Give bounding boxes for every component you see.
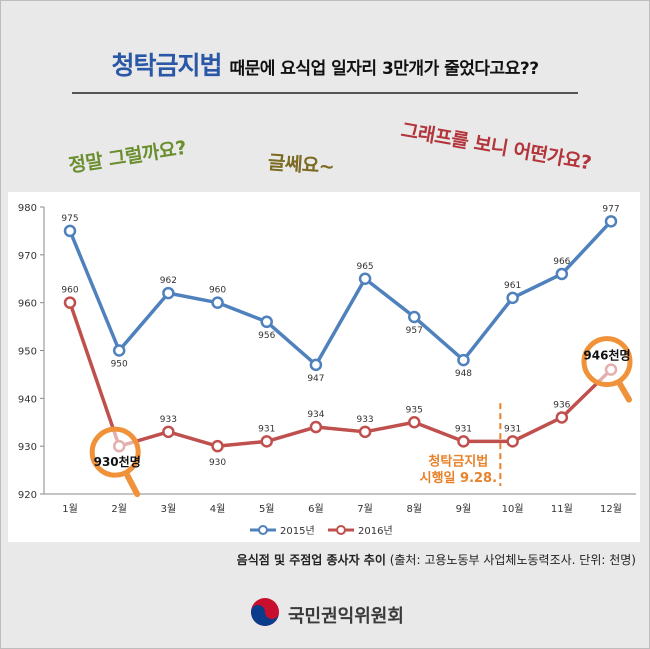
x-tick-label: 11월 [551, 503, 573, 515]
data-label: 977 [602, 204, 619, 214]
chart-source: 음식점 및 주점업 종사자 추이 (출처: 고용노동부 사업체노동력조사. 단위… [237, 551, 636, 568]
x-tick-label: 5월 [259, 503, 275, 515]
taegeuk-logo-icon [251, 598, 279, 626]
data-point [63, 224, 77, 238]
legend-marker [258, 525, 268, 535]
law-label-line2: 시행일 9.28. [420, 470, 497, 486]
title-underline [72, 92, 578, 94]
data-point [260, 435, 273, 448]
data-label: 935 [406, 405, 423, 415]
data-point [555, 267, 569, 281]
title-rest: 때문에 요식업 일자리 3만개가 줄었다고요?? [229, 59, 539, 79]
data-point [309, 358, 323, 372]
data-point [358, 425, 372, 439]
y-tick-label: 960 [18, 299, 37, 310]
source-detail: (출처: 고용노동부 사업체노동력조사. 단위: 천명) [389, 553, 636, 567]
data-point [358, 272, 372, 285]
line-chart: 920 930 940 950 960 970 980 1월 2월 3월 4월 5월 6월 7월 8월 9월 1… [18, 203, 636, 537]
y-tick-label: 970 [18, 251, 37, 262]
data-point [457, 435, 470, 448]
series-line-0 [68, 220, 613, 367]
data-point [506, 435, 519, 448]
data-label: 960 [61, 286, 78, 296]
x-tick-label: 12월 [600, 503, 622, 515]
highlight-high-label: 946천명 [583, 348, 630, 363]
data-point [63, 296, 77, 309]
data-label: 930 [209, 458, 226, 468]
x-tick-label: 2월 [111, 503, 127, 515]
series-line-1 [68, 302, 613, 448]
data-label: 948 [455, 369, 472, 379]
y-tick-label: 950 [18, 347, 37, 358]
data-label: 931 [504, 424, 521, 434]
data-label: 960 [209, 286, 226, 296]
data-point [260, 315, 273, 329]
source-title: 음식점 및 주점업 종사자 추이 [236, 553, 386, 567]
x-tick-label: 3월 [161, 503, 177, 515]
data-point [604, 215, 618, 228]
y-tick-label: 920 [18, 490, 37, 501]
data-point [211, 439, 224, 453]
data-label: 962 [160, 276, 177, 286]
x-tick-label: 7월 [357, 503, 373, 515]
data-point [506, 291, 519, 305]
data-point [162, 425, 175, 439]
y-tick-label: 940 [18, 394, 37, 405]
highlight-high-ring [581, 336, 633, 388]
data-label: 936 [553, 400, 570, 410]
data-point [309, 420, 323, 434]
data-point [112, 344, 126, 357]
x-tick-label: 4월 [210, 503, 226, 515]
data-label: 961 [504, 281, 521, 291]
page-title: 청탁금지법 때문에 요식업 일자리 3만개가 줄었다고요?? [0, 46, 650, 82]
highlight-low-handle [124, 472, 141, 498]
data-label: 931 [455, 424, 472, 434]
y-tick-label: 980 [18, 203, 37, 214]
data-label: 931 [258, 424, 275, 434]
highlight-high-handle [616, 379, 632, 403]
data-label: 975 [61, 214, 78, 224]
data-label: 947 [307, 374, 324, 384]
data-label: 950 [111, 360, 128, 370]
x-tick-label: 1월 [62, 503, 78, 515]
data-point [457, 353, 470, 367]
data-label: 965 [356, 262, 373, 272]
highlight-low-ring [89, 426, 141, 478]
legend-label: 2015년 [280, 525, 315, 537]
legend-marker [336, 525, 346, 535]
x-tick-label: 8월 [406, 503, 422, 515]
law-annotation: 청탁금지법 시행일 9.28. [420, 403, 502, 486]
data-point [408, 416, 421, 429]
x-tick-label: 6월 [308, 503, 324, 515]
data-point [408, 310, 421, 324]
data-label: 933 [356, 415, 373, 425]
title-main: 청탁금지법 [111, 51, 222, 80]
data-point [162, 286, 175, 300]
law-label-line1: 청탁금지법 [428, 453, 488, 469]
highlight-low-label: 930천명 [94, 454, 141, 469]
data-label: 957 [406, 326, 423, 336]
x-tick-label: 9월 [456, 503, 472, 515]
legend-label: 2016년 [358, 525, 393, 537]
org-name: 국민권익위원회 [288, 606, 404, 627]
y-tick-label: 930 [18, 442, 37, 453]
data-label: 966 [553, 257, 570, 267]
data-point [555, 411, 569, 424]
data-point [211, 296, 224, 309]
data-label: 933 [160, 415, 177, 425]
data-label: 934 [307, 410, 324, 420]
data-label: 956 [258, 331, 275, 341]
question-bubble-2: 글쎄요~ [267, 151, 335, 179]
chart-panel: 920 930 940 950 960 970 980 1월 2월 3월 4월 5월 6월 7월 8월 9월 1… [8, 192, 640, 542]
x-tick-label: 10월 [502, 503, 524, 515]
